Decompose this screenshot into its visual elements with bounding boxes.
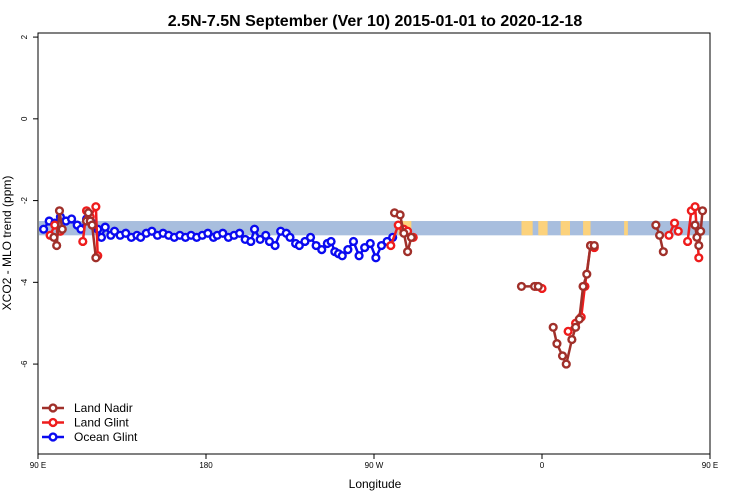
data-point-land-nadir [548, 322, 558, 332]
data-point-ocean-glint [343, 245, 353, 255]
data-point-ocean-glint [66, 214, 77, 224]
data-point-land-nadir [87, 220, 97, 230]
legend-marker-ocean-glint [48, 432, 58, 442]
data-point-ocean-glint [235, 228, 245, 238]
data-point-land-nadir [696, 226, 706, 236]
data-point-land-nadir [557, 351, 568, 361]
data-point-land-nadir [399, 228, 409, 238]
y-tick-label: -4 [20, 278, 29, 286]
data-point-ocean-glint [100, 222, 110, 232]
data-point-ocean-glint [285, 232, 295, 242]
data-point-land-nadir [651, 220, 661, 230]
data-point-ocean-glint [337, 251, 347, 261]
data-point-land-nadir [690, 220, 700, 230]
data-point-land-nadir [91, 253, 101, 263]
data-point-ocean-glint [365, 238, 375, 249]
data-point-land-glint [669, 218, 680, 228]
data-point-land-nadir [49, 232, 59, 242]
legend-marker-land-nadir [48, 403, 58, 413]
y-tick-label: 0 [20, 116, 29, 121]
data-point-ocean-glint [348, 236, 359, 247]
land-band-segment [560, 221, 570, 236]
legend-label-ocean-glint: Ocean Glint [74, 430, 138, 444]
chart-title: 2.5N-7.5N September (Ver 10) 2015-01-01 … [168, 13, 583, 30]
data-point-land-nadir [403, 247, 413, 257]
x-axis-label: Longitude [349, 477, 402, 491]
y-axis-ticks: 2 0 -2 -4 -6 [20, 34, 38, 368]
land-band-segment [538, 221, 548, 236]
legend-marker-land-glint [48, 417, 58, 428]
data-point-land-glint [78, 236, 88, 247]
y-tick-label: -2 [20, 196, 29, 204]
data-point-land-glint [664, 230, 674, 240]
data-point-land-nadir [694, 240, 704, 251]
data-point-land-glint [563, 326, 573, 336]
x-tick-label: 90 E [702, 461, 718, 470]
data-point-ocean-glint [326, 236, 336, 247]
x-tick-label: 90 W [365, 461, 384, 470]
y-tick-label: 2 [20, 34, 29, 39]
series-layer [38, 202, 708, 369]
land-band-segment [624, 221, 628, 236]
data-point-land-glint [694, 253, 704, 263]
data-point-land-nadir [395, 210, 405, 220]
x-axis-ticks: 90 E 180 90 W 0 90 E [30, 454, 718, 470]
data-point-land-nadir [561, 359, 571, 369]
y-tick-label: -6 [20, 360, 29, 368]
land-band-segment [583, 221, 591, 236]
data-point-land-nadir [570, 322, 581, 332]
data-point-land-nadir [567, 334, 577, 345]
legend-label-land-glint: Land Glint [74, 416, 129, 430]
series-land-nadir [49, 206, 708, 369]
data-point-land-nadir [582, 269, 592, 279]
data-point-land-glint [386, 240, 396, 251]
data-point-land-nadir [578, 281, 588, 292]
data-point-land-nadir [57, 224, 67, 234]
data-point-land-glint [673, 226, 683, 236]
data-point-ocean-glint [354, 251, 364, 261]
data-point-land-nadir [654, 230, 665, 240]
data-point-ocean-glint [261, 230, 271, 240]
data-point-land-nadir [406, 232, 416, 242]
data-point-land-nadir [658, 247, 668, 257]
data-point-ocean-glint [371, 253, 381, 263]
data-point-land-glint [690, 202, 700, 212]
data-point-land-nadir [589, 240, 599, 251]
data-point-ocean-glint [38, 224, 49, 234]
data-point-ocean-glint [305, 232, 316, 242]
data-point-ocean-glint [249, 224, 260, 234]
legend-label-land-nadir: Land Nadir [74, 401, 133, 415]
series-ocean-glint [38, 212, 398, 263]
land-band-segment [521, 221, 533, 236]
data-point-land-nadir [692, 232, 702, 242]
data-point-land-nadir [697, 206, 708, 216]
data-point-ocean-glint [270, 240, 280, 251]
data-point-land-nadir [516, 281, 527, 292]
data-point-land-nadir [552, 339, 562, 349]
y-axis-label: XCO2 - MLO trend (ppm) [0, 176, 14, 311]
x-tick-label: 0 [540, 461, 545, 470]
data-point-ocean-glint [96, 232, 107, 242]
data-point-land-glint [682, 236, 693, 247]
data-point-ocean-glint [317, 245, 327, 255]
data-point-land-glint [91, 202, 101, 212]
data-point-land-nadir [574, 314, 584, 324]
data-point-ocean-glint [246, 236, 256, 247]
data-point-land-nadir [533, 281, 543, 292]
data-point-land-nadir [83, 208, 94, 218]
x-tick-label: 90 E [30, 461, 46, 470]
data-point-land-nadir [54, 206, 65, 216]
data-point-land-nadir [52, 240, 62, 251]
x-tick-label: 180 [199, 461, 213, 470]
